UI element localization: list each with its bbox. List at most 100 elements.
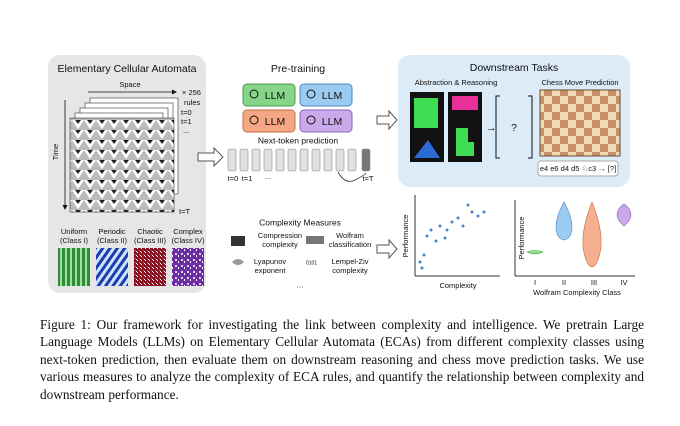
shape [172, 89, 177, 95]
section-title: Complexity Measures [259, 217, 341, 227]
section-title: Downstream Tasks [470, 62, 559, 74]
measure: classification [329, 240, 372, 249]
shape [452, 96, 478, 110]
shape [555, 201, 573, 241]
shape [69, 117, 175, 213]
shape [418, 260, 422, 264]
class-label: (Class III) [134, 236, 167, 245]
label: t=T [179, 207, 190, 216]
axis-label: Performance [401, 215, 410, 258]
tick-label: I [534, 278, 536, 287]
shape [227, 148, 237, 172]
shape [134, 248, 166, 286]
shape [323, 148, 333, 172]
shape [311, 148, 321, 172]
class-label: Complex [173, 227, 203, 236]
shape [197, 146, 224, 168]
shape [287, 148, 297, 172]
shape [96, 248, 128, 286]
shape [306, 89, 316, 99]
shape [361, 148, 371, 172]
shape [443, 236, 447, 240]
shape [239, 148, 249, 172]
model-label: LLM [265, 90, 285, 102]
shape [482, 210, 486, 214]
label: ... [296, 279, 303, 289]
shape [495, 95, 533, 159]
shape [251, 148, 261, 172]
label: t=0 [181, 108, 192, 117]
tick-label: IV [620, 278, 627, 287]
label: ... [183, 126, 189, 135]
tick-label: III [591, 278, 597, 287]
shape [461, 224, 465, 228]
measure: complexity [262, 240, 298, 249]
axis-label: Performance [517, 217, 526, 260]
shape [249, 89, 259, 99]
label: Abstraction & Reasoning [415, 78, 498, 87]
label: Chess Move Prediction [541, 78, 618, 87]
shape [263, 148, 273, 172]
shape [306, 236, 324, 244]
measure: complexity [332, 266, 368, 275]
section-title: Pre-training [271, 63, 325, 75]
shape [376, 109, 398, 131]
label: e4 e6 d4 d5 ♘c3 → [?] [540, 164, 616, 173]
shape [438, 224, 442, 228]
shape [476, 214, 480, 218]
shape [242, 109, 296, 133]
shape [422, 253, 426, 257]
measure: Compression [258, 231, 302, 240]
tick-label: II [562, 278, 566, 287]
class-label: (Class IV) [172, 236, 205, 245]
axis-label: Space [119, 80, 140, 89]
label: t=0 [228, 174, 239, 183]
shape [62, 205, 68, 210]
shape [299, 109, 353, 133]
label: Next-token prediction [258, 135, 339, 145]
class-label: (Class II) [97, 236, 128, 245]
axis-label: Complexity [439, 281, 476, 290]
shape [335, 148, 345, 172]
class-label: Chaotic [137, 227, 163, 236]
shape [425, 234, 429, 238]
shape [445, 228, 449, 232]
axis-label: Wolfram Complexity Class [533, 288, 621, 297]
shape [414, 140, 440, 158]
shape [414, 98, 438, 128]
shape [420, 266, 424, 270]
shape [347, 148, 357, 172]
label: × 256 [182, 88, 201, 97]
shape [582, 201, 602, 268]
model-label: LLM [265, 116, 285, 128]
label: t=T [362, 174, 373, 183]
shape [172, 248, 204, 286]
shape [429, 228, 433, 232]
shape [526, 250, 544, 255]
class-label: Periodic [98, 227, 125, 236]
label: t=1 [181, 117, 192, 126]
shape [337, 171, 367, 182]
caption: Figure 1: Our framework for investigatin… [40, 317, 644, 402]
shape [249, 115, 259, 125]
shape [456, 128, 474, 156]
measure: Lempel-Ziv [331, 257, 368, 266]
panel-title: Elementary Cellular Automata [58, 63, 197, 75]
shape [470, 210, 474, 214]
shape [616, 203, 632, 227]
icon: → [486, 122, 497, 134]
shape [299, 148, 309, 172]
class-label: Uniform [61, 227, 87, 236]
measure: Lyapunov [254, 257, 286, 266]
shape [306, 115, 316, 125]
shape [376, 238, 398, 260]
shape [227, 148, 371, 172]
label: rules [184, 98, 201, 107]
model-label: LLM [322, 116, 342, 128]
label: t=1 [242, 174, 253, 183]
shape [275, 148, 285, 172]
shape [232, 259, 244, 265]
class-label: (Class I) [60, 236, 88, 245]
axis-label: Time [51, 144, 60, 160]
